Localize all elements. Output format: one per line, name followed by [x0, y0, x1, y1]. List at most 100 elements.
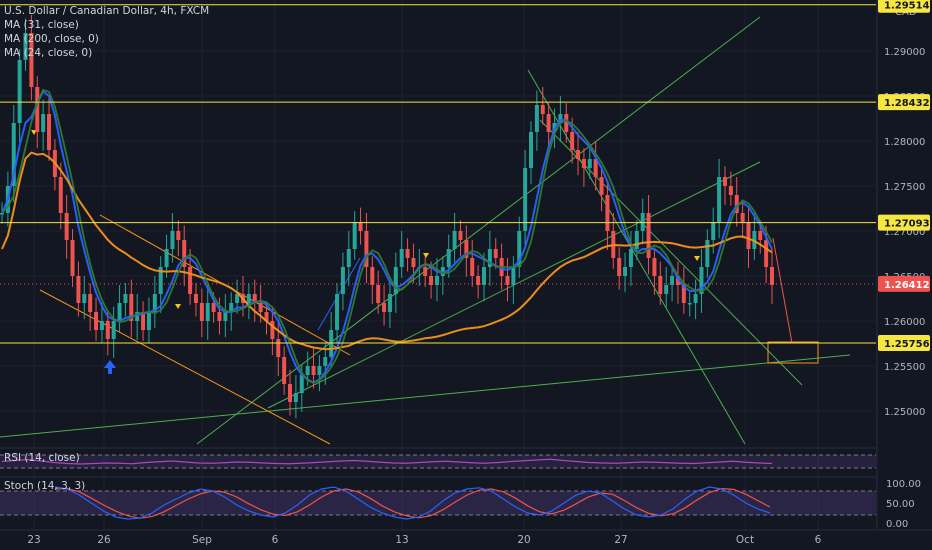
candle-body [734, 195, 739, 213]
candle-body [393, 267, 398, 294]
stoch-tick-label: 0.00 [886, 519, 908, 530]
candle-body [299, 375, 304, 393]
candle-body [470, 258, 475, 276]
time-tick-label: 20 [517, 534, 530, 546]
candle-body [282, 357, 287, 384]
candle-body [82, 294, 87, 303]
candle-body [352, 222, 357, 249]
time-tick-label: 6 [815, 534, 822, 546]
time-tick-label: 13 [395, 534, 408, 546]
ma24-line [1, 88, 773, 384]
price-level-badge [878, 334, 930, 351]
candle-body [188, 267, 193, 294]
stoch-band [0, 491, 876, 515]
time-tick-label: Oct [736, 534, 754, 546]
candle-body [246, 294, 251, 303]
candle-body [358, 222, 363, 231]
price-tick-label: 1.25500 [884, 362, 925, 373]
candle-body [670, 276, 675, 285]
candle-body [176, 231, 181, 240]
candle-body [41, 114, 46, 132]
candle-body [170, 231, 175, 249]
candle-body [534, 105, 539, 132]
stoch-tick-label: 100.00 [886, 479, 921, 490]
candle-body [217, 312, 222, 321]
candle-body [423, 267, 428, 276]
candle-body [405, 249, 410, 258]
time-tick-label: 27 [614, 534, 627, 546]
candle-body [205, 303, 210, 321]
time-tick-label: Sep [192, 534, 212, 546]
candle-body [235, 294, 240, 303]
signal-marker-icon [175, 304, 181, 309]
candle-body [47, 114, 52, 150]
candle-body [76, 276, 81, 303]
candle-body [94, 312, 99, 330]
candle-body [211, 303, 216, 312]
candle-body [576, 150, 581, 159]
candle-body [740, 213, 745, 222]
candle-body [135, 312, 140, 321]
stoch-k-line [54, 486, 771, 520]
price-level-value: 1.26412 [884, 280, 930, 291]
candle-body [429, 276, 434, 285]
candle-body [311, 366, 316, 375]
candle-body [293, 393, 298, 402]
projection-line [772, 237, 793, 344]
candle-body [346, 249, 351, 267]
candle-body [376, 285, 381, 303]
candle-body [458, 231, 463, 240]
candle-body [35, 87, 40, 132]
candle-body [646, 213, 651, 258]
candle-body [158, 267, 163, 294]
candle-body [99, 321, 104, 330]
candle-body [628, 249, 633, 267]
candle-body [599, 177, 604, 195]
candle-body [335, 294, 340, 330]
candle-body [481, 267, 486, 285]
candle-body [17, 60, 22, 123]
candle-body [276, 339, 281, 357]
candle-body [141, 312, 146, 330]
candle-body [717, 177, 722, 222]
price-level-badge [878, 94, 930, 111]
candle-body [129, 294, 134, 321]
candle-body [305, 366, 310, 375]
candle-body [587, 159, 592, 168]
stoch-tick-label: 50.00 [886, 499, 915, 510]
price-level-badge [878, 0, 930, 13]
candle-body [252, 294, 257, 303]
candle-body [323, 357, 328, 366]
price-tick-label: 1.29000 [884, 47, 925, 58]
candle-body [329, 330, 334, 357]
signal-marker-icon [423, 253, 429, 258]
candle-body [11, 123, 16, 186]
candle-body [193, 294, 198, 303]
candle-body [634, 231, 639, 249]
candle-body [652, 258, 657, 276]
price-axis-panel [877, 0, 932, 550]
candle-body [705, 240, 710, 267]
candle-body [770, 267, 774, 285]
candle-body [117, 303, 122, 321]
price-tick-label: 1.27000 [884, 227, 925, 238]
candle-body [764, 240, 769, 267]
candle-body [693, 294, 698, 303]
candle-body [681, 285, 686, 303]
candle-body [152, 294, 157, 312]
candle-body [593, 159, 598, 177]
candle-body [270, 321, 275, 339]
candle-body [564, 114, 569, 132]
candle-body [722, 177, 727, 186]
candle-body [164, 249, 169, 267]
chart-legend: U.S. Dollar / Canadian Dollar, 4h, FXCM … [4, 4, 209, 60]
candle-body [658, 276, 663, 294]
candle-body [364, 231, 369, 267]
candle-body [640, 213, 645, 231]
target-box [767, 341, 819, 364]
candle-body [0, 213, 4, 215]
ma31-line [1, 89, 773, 384]
candle-body [223, 312, 228, 321]
candle-body [605, 195, 610, 231]
